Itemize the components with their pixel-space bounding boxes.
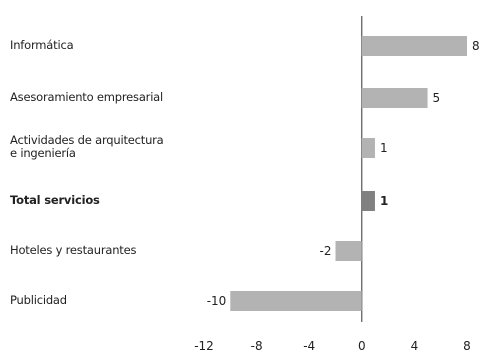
category-label-publicidad: Publicidad [10,292,67,307]
value-label-actividades-de-arquitectura-e-ingenieria: 1 [380,141,388,155]
bar-total-servicios [361,191,375,211]
value-label-publicidad: -10 [207,294,227,308]
value-label-asesoramiento-empresarial: 5 [433,91,441,105]
bar-actividades-de-arquitectura-e-ingenieria [361,138,375,158]
category-label-actividades-de-arquitectura-e-ingenieria: Actividades de arquitectura e ingeniería [10,133,164,160]
bar-asesoramiento-empresarial [361,88,428,108]
bar-publicidad [230,291,362,311]
x-tick-label-8: 8 [463,339,471,353]
category-label-total-servicios: Total servicios [10,192,100,207]
bar-informatica [361,36,467,56]
x-tick-label-minus-4: -4 [303,339,315,353]
category-label-informatica: Informática [10,37,74,52]
category-label-hoteles-y-restaurantes: Hoteles y restaurantes [10,242,137,257]
value-label-informatica: 8 [472,39,480,53]
category-label-asesoramiento-empresarial: Asesoramiento empresarial [10,89,164,104]
bar-hoteles-y-restaurantes [335,241,362,261]
value-label-total-servicios: 1 [380,194,388,208]
x-tick-label-minus-12: -12 [194,339,214,353]
x-tick-label-minus-8: -8 [251,339,263,353]
value-label-hoteles-y-restaurantes: -2 [320,244,332,258]
x-tick-label-4: 4 [411,339,419,353]
x-tick-label-0: 0 [358,339,366,353]
